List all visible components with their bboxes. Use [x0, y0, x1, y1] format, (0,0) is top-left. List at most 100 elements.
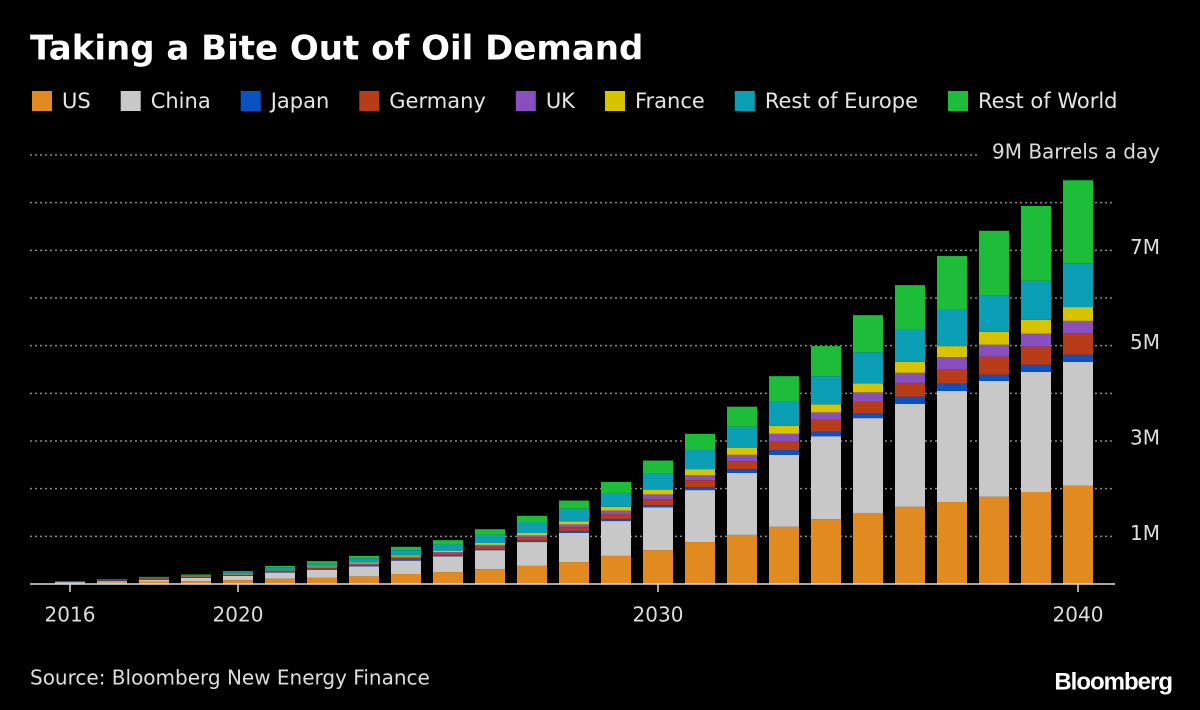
bar-segment — [181, 577, 211, 582]
legend-label: Rest of World — [978, 89, 1118, 113]
bar-segment — [769, 450, 799, 455]
bar-segment — [769, 425, 799, 434]
bar-segment — [895, 328, 925, 362]
bar-segment — [1021, 333, 1051, 347]
bar-segment — [685, 475, 715, 481]
y-tick-label: 1M — [1130, 521, 1160, 545]
bar-segment — [517, 515, 547, 523]
bar-segment — [349, 562, 379, 564]
bar-segment — [223, 580, 253, 584]
bar-segment — [937, 502, 967, 584]
bar-segment — [1021, 319, 1051, 334]
legend-swatch — [604, 91, 625, 111]
bar-segment — [265, 578, 295, 584]
bar-segment — [811, 436, 841, 520]
bar-segment — [895, 396, 925, 404]
bar-segment — [391, 558, 421, 560]
bar-segment — [475, 549, 505, 551]
legend-swatch — [120, 91, 141, 111]
x-tick-label: 2016 — [45, 603, 96, 627]
bar-segment — [643, 460, 673, 474]
bar-segment — [979, 344, 1009, 357]
legend-label: UK — [546, 89, 576, 113]
bar-segment — [517, 532, 547, 536]
bar-segment — [853, 413, 883, 419]
bar-segment — [811, 431, 841, 437]
bar-segment — [55, 582, 85, 584]
bar-segment — [223, 575, 253, 581]
bar-segment — [643, 473, 673, 490]
bar-segment — [895, 285, 925, 329]
y-tick-label: 5M — [1130, 330, 1160, 354]
bar-segment — [643, 489, 673, 495]
bar-segment — [769, 441, 799, 451]
bar-segment — [727, 469, 757, 473]
bar-segment — [517, 542, 547, 566]
bar-segment — [979, 380, 1009, 497]
bar-segment — [811, 412, 841, 420]
bar-segment — [139, 581, 169, 584]
x-tick-label: 2020 — [213, 603, 264, 627]
legend-label: Japan — [269, 89, 330, 113]
bar-segment — [391, 560, 421, 574]
bar-segment — [517, 565, 547, 584]
bar-segment — [601, 481, 631, 493]
bar-segment — [97, 581, 127, 583]
bar-segment — [811, 346, 841, 377]
bar-segment — [601, 521, 631, 556]
bar-segment — [937, 390, 967, 503]
bar-segment — [1021, 280, 1051, 320]
bar-segment — [307, 563, 337, 567]
chart-title: Taking a Bite Out of Oil Demand — [30, 29, 643, 69]
legend-swatch — [948, 91, 968, 111]
source-note: Source: Bloomberg New Energy Finance — [30, 666, 430, 690]
bar-segment — [391, 559, 421, 561]
legend-label: Rest of Europe — [765, 89, 918, 113]
bar-segment — [601, 514, 631, 520]
bar-segment — [811, 404, 841, 413]
bar-segment — [433, 552, 463, 554]
bar-segment — [601, 492, 631, 507]
bar-segment — [1063, 485, 1093, 584]
bar-segment — [601, 519, 631, 522]
bar-segment — [1021, 364, 1051, 372]
y-tick-label: 3M — [1130, 426, 1160, 450]
bar-segment — [307, 561, 337, 564]
bar-segment — [769, 401, 799, 426]
bar-segment — [559, 532, 589, 563]
bar-segment — [391, 546, 421, 551]
bar-segment — [685, 487, 715, 491]
bar-segment — [349, 555, 379, 559]
bar-segment — [1021, 346, 1051, 365]
y-tick-label: 9M Barrels a day — [992, 140, 1160, 164]
bar-segment — [559, 500, 589, 509]
bar-segment — [811, 419, 841, 432]
bar-segment — [307, 569, 337, 578]
bar-segment — [643, 507, 673, 551]
bar-segment — [559, 508, 589, 522]
bar-segment — [265, 572, 295, 579]
legend-label: China — [151, 89, 211, 113]
bar-segment — [559, 527, 589, 532]
y-tick-label: 7M — [1130, 235, 1160, 259]
bar-segment — [979, 496, 1009, 584]
bar-segment — [601, 510, 631, 515]
bar-segment — [433, 550, 463, 553]
bar-segment — [1021, 371, 1051, 493]
bar-segment — [433, 555, 463, 557]
bar-segment — [727, 406, 757, 427]
bar-segment — [223, 571, 253, 573]
bar-segment — [937, 256, 967, 310]
bar-segment — [349, 576, 379, 584]
legend-swatch — [359, 91, 380, 111]
bar-segment — [307, 568, 337, 570]
bar-segment — [475, 550, 505, 570]
bar-segment — [475, 529, 505, 535]
bar-segment — [349, 564, 379, 566]
bar-segment — [853, 401, 883, 414]
bar-segment — [979, 331, 1009, 345]
bar-segment — [769, 526, 799, 584]
bar-segment — [475, 546, 505, 550]
bar-segment — [643, 505, 673, 508]
